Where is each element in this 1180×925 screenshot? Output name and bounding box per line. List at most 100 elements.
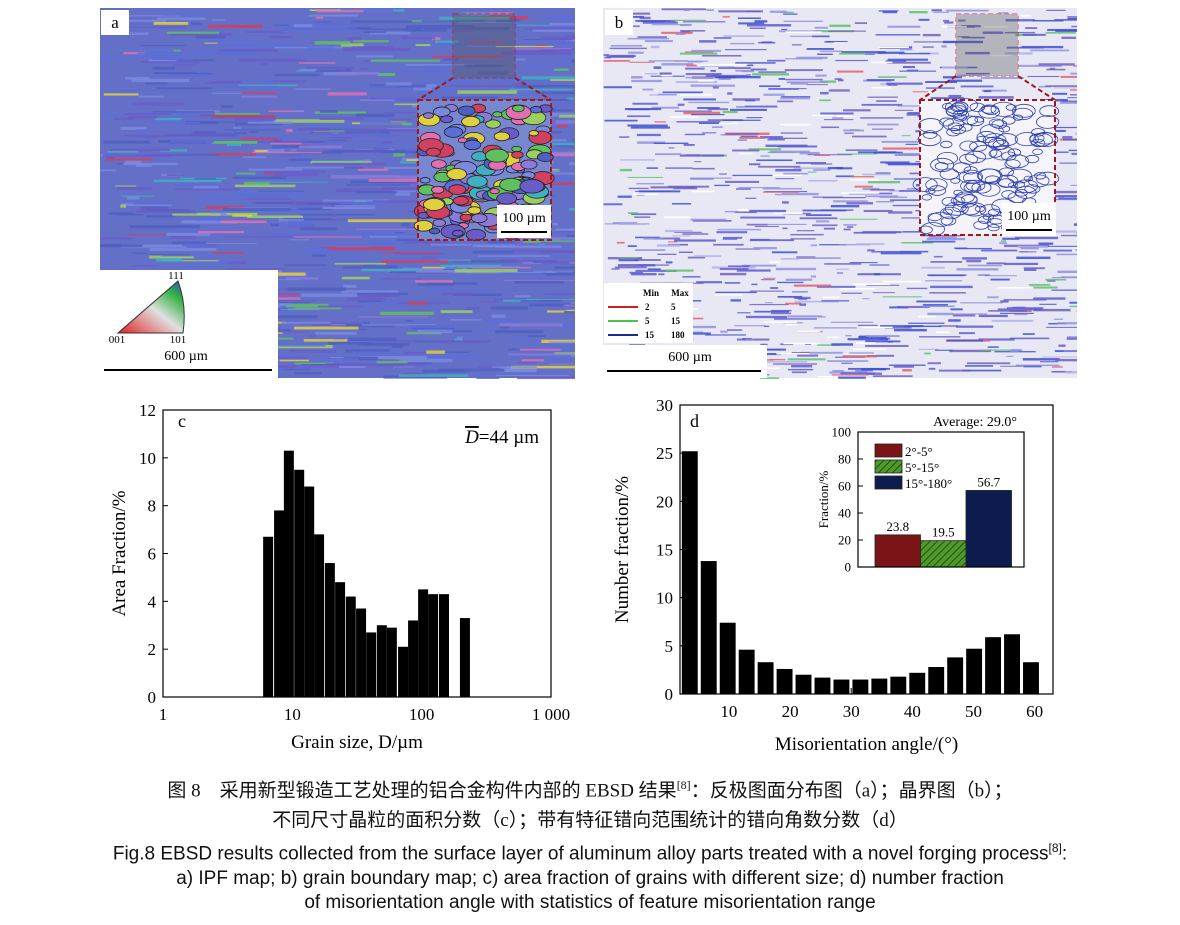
grain-streak xyxy=(782,227,788,230)
grain-streak xyxy=(331,258,359,261)
grain-streak xyxy=(294,137,306,140)
grain-streak xyxy=(713,243,744,246)
zoom-grain xyxy=(1001,190,1016,199)
grain-streak xyxy=(1033,308,1071,312)
grain-streak xyxy=(833,200,868,203)
grain-streak xyxy=(382,111,417,114)
grain-streak xyxy=(722,236,743,239)
grain-streak xyxy=(225,261,246,265)
grain-streak xyxy=(533,270,553,273)
grain-streak xyxy=(1061,100,1077,103)
grain-streak xyxy=(831,374,869,376)
grain-streak xyxy=(884,326,912,329)
grain-streak xyxy=(1057,322,1077,325)
grain-streak xyxy=(734,211,757,214)
grain-streak xyxy=(908,322,945,324)
grain-streak xyxy=(190,22,202,26)
grain-streak xyxy=(569,208,575,211)
grain-streak xyxy=(276,301,311,304)
grain-streak xyxy=(627,37,670,40)
grain-streak xyxy=(572,138,575,140)
grain-streak xyxy=(334,262,387,265)
gap-streak xyxy=(691,190,715,193)
grain-streak xyxy=(780,258,799,260)
grain-streak xyxy=(777,281,804,284)
x-tick-label: 40 xyxy=(904,702,921,721)
grain-streak xyxy=(405,25,474,29)
scale-label: 600 µm xyxy=(164,349,208,364)
legend-min: 2 xyxy=(645,302,650,312)
grain-streak xyxy=(287,219,339,221)
grain-streak xyxy=(399,358,453,363)
grain-streak xyxy=(387,363,425,367)
grain-streak xyxy=(294,372,322,375)
grain-streak xyxy=(668,185,710,188)
grain-streak xyxy=(358,316,428,318)
caption-zh: 图 8 采用新型锻造工艺处理的铝合金构件内部的 EBSD 结果[8]：反极图面分… xyxy=(0,770,1180,806)
grain-streak xyxy=(716,231,748,234)
grain-streak xyxy=(232,214,253,217)
grain-streak xyxy=(381,186,433,191)
grain-streak xyxy=(340,201,389,205)
grain-streak xyxy=(399,89,463,92)
grain-streak xyxy=(393,366,414,368)
grain-streak xyxy=(631,213,657,216)
zoom-grain xyxy=(952,203,967,213)
grain-streak xyxy=(121,203,134,207)
zoom-grain xyxy=(470,213,488,224)
grain-streak xyxy=(875,201,894,203)
grain-streak xyxy=(787,315,822,318)
grain-streak xyxy=(813,327,857,329)
grain-streak xyxy=(563,102,575,105)
grain-streak xyxy=(115,185,137,187)
grain-streak xyxy=(955,247,992,250)
grain-streak xyxy=(1044,199,1077,201)
grain-streak xyxy=(823,227,835,230)
grain-streak xyxy=(886,82,923,85)
grain-streak xyxy=(492,366,537,368)
grain-streak xyxy=(385,82,412,86)
grain-streak xyxy=(767,59,786,62)
grain-streak xyxy=(400,172,420,176)
grain-streak xyxy=(678,251,693,253)
grain-streak xyxy=(664,269,694,272)
grain-streak xyxy=(966,72,990,75)
grain-streak xyxy=(301,293,358,297)
y-tick-label: 8 xyxy=(148,497,157,516)
x-tick-label: 20 xyxy=(782,702,799,721)
grain-streak xyxy=(422,256,437,259)
y-tick-label: 25 xyxy=(656,444,673,463)
grain-streak xyxy=(749,239,794,242)
grain-streak xyxy=(861,103,903,106)
grain-streak xyxy=(1056,253,1077,256)
grain-streak xyxy=(195,35,226,39)
grain-streak xyxy=(785,58,823,60)
grain-streak xyxy=(887,58,929,61)
grain-streak xyxy=(928,274,965,277)
grain-streak xyxy=(657,253,677,256)
grain-streak xyxy=(746,223,768,226)
grain-streak xyxy=(836,153,877,155)
grain-streak xyxy=(865,344,909,347)
grain-streak xyxy=(893,365,914,368)
grain-streak xyxy=(1014,236,1059,240)
grain-streak xyxy=(642,21,678,24)
grain-streak xyxy=(837,70,864,73)
grain-streak xyxy=(862,187,880,191)
grain-streak xyxy=(102,153,173,157)
grain-streak xyxy=(618,259,639,262)
legend-header: Min xyxy=(643,288,659,298)
grain-streak xyxy=(928,236,957,239)
grain-streak xyxy=(754,225,779,228)
grain-streak xyxy=(816,285,856,288)
grain-streak xyxy=(872,292,895,294)
grain-streak xyxy=(890,199,935,202)
grain-streak xyxy=(922,304,948,307)
grain-streak xyxy=(273,119,345,123)
grain-streak xyxy=(380,278,423,280)
grain-streak xyxy=(906,287,928,290)
grain-streak xyxy=(540,49,575,52)
grain-streak xyxy=(1070,184,1077,186)
zoom-grain xyxy=(461,115,481,128)
grain-streak xyxy=(155,258,183,262)
